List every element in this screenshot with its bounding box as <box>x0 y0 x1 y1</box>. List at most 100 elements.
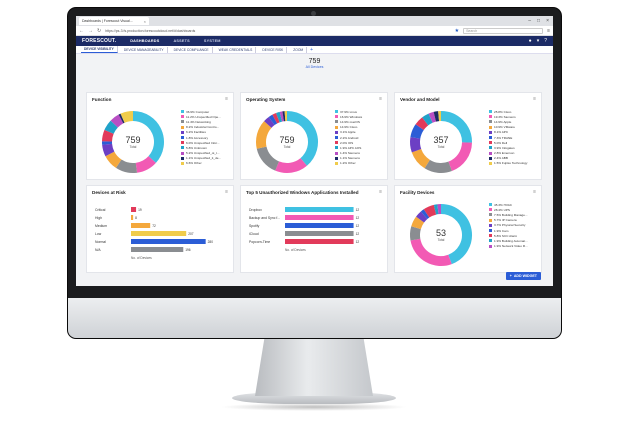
legend-item[interactable]: 5.8% Unknown <box>181 145 233 150</box>
bar[interactable] <box>285 215 354 220</box>
legend-item[interactable]: 1.1% Unspecified_it_de... <box>181 156 233 161</box>
donut-slice[interactable] <box>272 112 280 124</box>
widget-menu-icon[interactable]: ≡ <box>533 96 536 102</box>
donut-slice[interactable] <box>276 111 283 123</box>
donut-slice[interactable] <box>102 129 114 142</box>
bar[interactable] <box>131 223 151 228</box>
legend-item[interactable]: 1.5% Fujitsu Technology <box>489 161 541 166</box>
legend-item[interactable]: 5.7% IP Camera <box>489 218 541 223</box>
tab-weak-credentials[interactable]: WEAK CREDENTIALS <box>216 46 257 53</box>
bar-chart[interactable]: Dropbox 12 Backup and Sync f... 12 Spotify 12… <box>247 201 385 271</box>
legend-item[interactable]: 1.8% Accessory <box>181 135 233 140</box>
donut-slice[interactable] <box>268 114 278 126</box>
add-tab-icon[interactable]: + <box>310 46 314 53</box>
donut-slice[interactable] <box>411 148 431 169</box>
browser-tab[interactable]: Dashboards | Forescout Visual... × <box>79 17 149 25</box>
tab-device-compliance[interactable]: DEVICE COMPLIANCE <box>171 46 213 53</box>
donut-slice[interactable] <box>132 111 164 163</box>
donut-slice[interactable] <box>410 238 452 266</box>
donut-slice[interactable] <box>286 111 318 166</box>
widget-menu-icon[interactable]: ≡ <box>533 189 536 195</box>
bar[interactable] <box>131 239 206 244</box>
close-window-icon[interactable]: × <box>546 18 549 24</box>
legend-item[interactable]: 19.3% Siemens <box>489 114 541 119</box>
bar[interactable] <box>285 231 354 236</box>
legend-item[interactable]: 5.8% SCC Alarm <box>489 233 541 238</box>
legend-item[interactable]: 1.4% Siemens <box>335 151 387 156</box>
legend-item[interactable]: 14.9% macOS <box>335 119 387 124</box>
legend-item[interactable]: 1.1% Siemens <box>335 156 387 161</box>
donut-chart[interactable]: 357 Total <box>401 107 481 177</box>
donut-slice[interactable] <box>105 151 122 168</box>
legend-item[interactable]: 28.4% UPS <box>489 207 541 212</box>
donut-chart[interactable]: 53 Total <box>401 200 481 270</box>
donut-slice[interactable] <box>104 120 118 135</box>
reload-icon[interactable]: ↻ <box>97 27 102 34</box>
legend-item[interactable]: 14.9% Cisco <box>335 125 387 130</box>
legend-item[interactable]: 6.0% Unspecified Infor... <box>181 140 233 145</box>
legend-item[interactable]: 8.2% Industrial Contro... <box>181 125 233 130</box>
donut-slice[interactable] <box>433 111 440 122</box>
maximize-icon[interactable]: □ <box>537 18 541 24</box>
donut-slice[interactable] <box>115 159 138 173</box>
legend-item[interactable]: 1.9% Cam <box>489 228 541 233</box>
legend-item[interactable]: 16.9% Windows <box>335 114 387 119</box>
widget-menu-icon[interactable]: ≡ <box>379 96 382 102</box>
legend-item[interactable]: 37.9% Linux <box>335 109 387 114</box>
bar[interactable] <box>131 215 134 220</box>
bookmark-star-icon[interactable]: ★ <box>454 27 460 34</box>
donut-slice[interactable] <box>433 204 439 215</box>
legend-item[interactable]: 5.0% Dell <box>489 140 541 145</box>
donut-slice[interactable] <box>410 124 424 139</box>
donut-slice[interactable] <box>440 111 472 143</box>
legend-item[interactable]: 7.5% Building Manage... <box>489 212 541 217</box>
legend-item[interactable]: 11.4% Networking <box>181 119 233 124</box>
donut-slice[interactable] <box>420 209 430 220</box>
bar-chart[interactable]: Critical 19 High 8 Medium 72 Low 207 Normal 280 N/… <box>93 201 231 271</box>
donut-slice[interactable] <box>411 216 425 230</box>
donut-slice[interactable] <box>410 137 422 153</box>
browser-menu-icon[interactable]: ≡ <box>547 27 550 34</box>
browser-search-input[interactable]: Search <box>463 27 544 34</box>
donut-slice[interactable] <box>424 159 452 173</box>
donut-chart[interactable]: 759 Total <box>93 107 173 177</box>
bar[interactable] <box>285 207 354 212</box>
legend-item[interactable]: 2.4% ABB <box>489 156 541 161</box>
donut-slice[interactable] <box>256 146 280 171</box>
donut-slice[interactable] <box>410 226 421 241</box>
bar[interactable] <box>131 247 184 252</box>
nav-assets[interactable]: ASSETS <box>173 39 190 43</box>
legend-item[interactable]: 3.1% Apple <box>335 130 387 135</box>
donut-slice[interactable] <box>256 121 272 149</box>
user-icon[interactable]: ● <box>528 38 532 44</box>
tab-zoom[interactable]: ZOOM <box>290 46 308 53</box>
close-tab-icon[interactable]: × <box>143 18 146 24</box>
donut-slice[interactable] <box>118 113 125 124</box>
donut-slice[interactable] <box>415 117 429 131</box>
tab-device-manageability[interactable]: DEVICE MANAGEABILITY <box>121 46 168 53</box>
legend-item[interactable]: 25.8% Cisco <box>489 109 541 114</box>
donut-slice[interactable] <box>422 113 433 126</box>
donut-slice[interactable] <box>110 114 124 128</box>
legend-item[interactable]: 1.9% Network Video R... <box>489 244 541 249</box>
legend-item[interactable]: 45.3% HVAC <box>489 202 541 207</box>
forward-icon[interactable]: → <box>88 27 93 34</box>
legend-item[interactable]: 8.1% APC <box>489 130 541 135</box>
donut-slice[interactable] <box>448 142 472 172</box>
bar[interactable] <box>285 239 354 244</box>
nav-dashboards[interactable]: DASHBOARDS <box>130 39 160 43</box>
donut-slice[interactable] <box>120 111 134 123</box>
donut-slice[interactable] <box>102 143 115 157</box>
donut-chart[interactable]: 759 Total <box>247 107 327 177</box>
back-icon[interactable]: ← <box>79 27 84 34</box>
tab-device-visibility[interactable]: DEVICE VISIBILITY <box>81 46 118 53</box>
help-icon[interactable]: ? <box>544 38 547 44</box>
legend-item[interactable]: 2.2% Android <box>335 135 387 140</box>
widget-menu-icon[interactable]: ≡ <box>225 189 228 195</box>
tab-device-risk[interactable]: DEVICE RISK <box>259 46 288 53</box>
url-field[interactable]: https://ps-3.fs.production.forescoutclou… <box>105 27 451 34</box>
legend-item[interactable]: 11.2% Unspecified Ope... <box>181 114 233 119</box>
legend-item[interactable]: 2.8% Emerson <box>489 151 541 156</box>
donut-slice[interactable] <box>135 155 156 173</box>
widget-menu-icon[interactable]: ≡ <box>379 189 382 195</box>
